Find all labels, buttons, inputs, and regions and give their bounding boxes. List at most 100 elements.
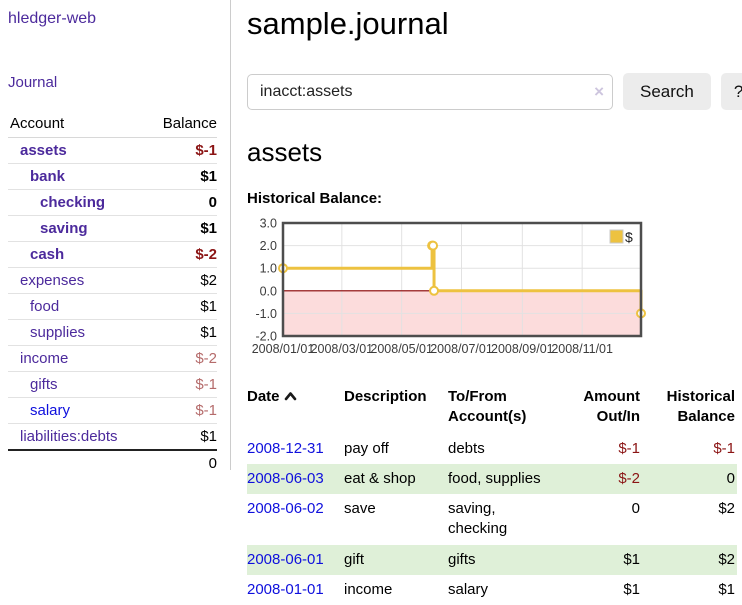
account-balance: 0 [209, 194, 217, 211]
account-balance: $1 [200, 220, 217, 237]
svg-text:2008/03/01: 2008/03/01 [311, 342, 374, 356]
page-title: sample.journal [247, 6, 742, 42]
account-balance: $-2 [195, 246, 217, 263]
accounts-total-row: 0 [8, 450, 217, 476]
account-link[interactable]: assets [10, 142, 67, 159]
register-table-body: 2008-12-31 pay off debts $-1 $-1 2008-06… [247, 434, 737, 605]
svg-text:2008/01/01: 2008/01/01 [252, 342, 315, 356]
main-content: sample.journal × Search ? assets Histori… [231, 0, 742, 605]
account-heading: assets [247, 137, 742, 168]
account-balance: $1 [200, 324, 217, 341]
account-row: cash $-2 [8, 242, 217, 268]
account-balance: $-1 [195, 376, 217, 393]
search-bar: × Search ? [247, 73, 742, 110]
account-link[interactable]: expenses [10, 272, 84, 289]
transaction-date-link[interactable]: 2008-01-01 [247, 581, 324, 598]
register-header-date[interactable]: Date [247, 383, 344, 434]
account-row: checking 0 [8, 190, 217, 216]
account-balance: $1 [200, 428, 217, 445]
sort-ascending-icon [284, 387, 297, 407]
sidebar-item-journal[interactable]: Journal [8, 74, 57, 91]
transaction-date-link[interactable]: 2008-06-02 [247, 500, 324, 517]
transaction-accounts: debts [448, 434, 566, 464]
account-link[interactable]: bank [10, 168, 65, 185]
account-row: saving $1 [8, 216, 217, 242]
account-link[interactable]: gifts [10, 376, 58, 393]
register-table: Date Description To/From Account(s) Amou… [247, 383, 737, 605]
transaction-accounts: salary [448, 575, 566, 605]
transaction-balance: $1 [718, 581, 735, 598]
account-row: expenses $2 [8, 268, 217, 294]
transaction-amount: $-2 [618, 470, 640, 487]
account-link[interactable]: saving [10, 220, 88, 237]
transaction-balance: $2 [718, 551, 735, 568]
transaction-accounts: food, supplies [448, 464, 566, 494]
search-input-wrap: × [247, 74, 613, 110]
transaction-amount: $1 [623, 581, 640, 598]
register-row: 2008-01-01 income salary $1 $1 [247, 575, 737, 605]
transaction-amount: $1 [623, 551, 640, 568]
clear-search-icon[interactable]: × [594, 82, 604, 102]
account-link[interactable]: food [10, 298, 59, 315]
account-link[interactable]: supplies [10, 324, 85, 341]
account-row: food $1 [8, 294, 217, 320]
transaction-date-link[interactable]: 2008-06-01 [247, 551, 324, 568]
svg-text:3.0: 3.0 [260, 217, 277, 231]
register-header-balance: Historical Balance [642, 383, 737, 434]
svg-text:2008/07/01: 2008/07/01 [430, 342, 493, 356]
svg-text:2.0: 2.0 [260, 239, 277, 253]
svg-text:1.0: 1.0 [260, 262, 277, 276]
account-balance: $1 [200, 168, 217, 185]
search-input[interactable] [247, 74, 613, 110]
account-link[interactable]: checking [10, 194, 105, 211]
svg-text:0.0: 0.0 [260, 284, 277, 298]
svg-text:2008/09/01: 2008/09/01 [491, 342, 554, 356]
account-row: assets $-1 [8, 138, 217, 164]
sidebar: hledger-web Journal Account Balance asse… [0, 0, 231, 470]
transaction-date-link[interactable]: 2008-06-03 [247, 470, 324, 487]
account-row: salary $-1 [8, 398, 217, 424]
transaction-balance: 0 [727, 470, 735, 487]
transaction-description: save [344, 494, 448, 545]
register-header-amount: Amount Out/In [566, 383, 642, 434]
svg-text:2008/05/01: 2008/05/01 [370, 342, 433, 356]
svg-text:-1.0: -1.0 [255, 307, 277, 321]
transaction-description: income [344, 575, 448, 605]
register-row: 2008-06-03 eat & shop food, supplies $-2… [247, 464, 737, 494]
transaction-description: eat & shop [344, 464, 448, 494]
transaction-date-link[interactable]: 2008-12-31 [247, 440, 324, 457]
register-row: 2008-06-02 save saving, checking 0 $2 [247, 494, 737, 545]
transaction-description: pay off [344, 434, 448, 464]
transaction-amount: $-1 [618, 440, 640, 457]
accounts-header-balance: Balance [146, 112, 217, 138]
account-balance: $1 [200, 298, 217, 315]
account-link[interactable]: salary [10, 402, 70, 419]
account-row: bank $1 [8, 164, 217, 190]
register-header-accounts: To/From Account(s) [448, 383, 566, 434]
accounts-table-body: assets $-1 bank $1 checking 0 savin [8, 138, 217, 451]
svg-text:2008/11/01: 2008/11/01 [551, 342, 613, 356]
chart-canvas: $3.02.01.00.0-1.0-2.02008/01/012008/03/0… [247, 217, 683, 359]
search-button[interactable]: Search [623, 73, 711, 110]
account-link[interactable]: cash [10, 246, 64, 263]
transaction-accounts: saving, checking [448, 494, 566, 545]
accounts-table-header: Account Balance [8, 112, 217, 138]
account-link[interactable]: liabilities:debts [10, 428, 118, 445]
account-balance: $-2 [195, 350, 217, 367]
transaction-description: gift [344, 545, 448, 575]
help-button[interactable]: ? [721, 73, 742, 110]
transaction-amount: 0 [632, 500, 640, 517]
register-header-date-label: Date [247, 388, 280, 405]
account-balance: $-1 [195, 142, 217, 159]
transaction-balance: $2 [718, 500, 735, 517]
account-row: gifts $-1 [8, 372, 217, 398]
account-balance: $-1 [195, 402, 217, 419]
accounts-total-value: 0 [146, 450, 217, 476]
accounts-header-account: Account [8, 112, 146, 138]
app-title-link[interactable]: hledger-web [8, 10, 96, 27]
transaction-accounts: gifts [448, 545, 566, 575]
account-balance: $2 [200, 272, 217, 289]
account-link[interactable]: income [10, 350, 68, 367]
